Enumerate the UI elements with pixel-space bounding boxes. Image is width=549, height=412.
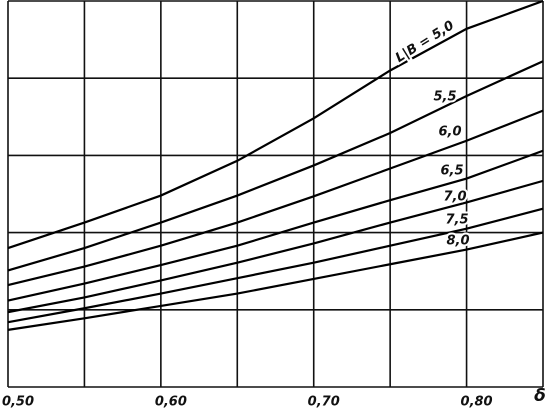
x-tick-label: 0,50	[2, 395, 34, 410]
curve	[7, 60, 544, 272]
curve	[7, 149, 544, 302]
curve-label: 7,0	[443, 190, 466, 205]
curve-label: 6,0	[438, 125, 461, 140]
curve-label: L|B = 5,0	[393, 18, 457, 66]
curve-label: 5,5	[433, 90, 456, 105]
x-tick-label: 0,80	[461, 395, 493, 410]
curve-label: 7,5	[445, 213, 468, 228]
curve	[7, 207, 544, 324]
curve	[7, 231, 544, 331]
curve	[7, 0, 544, 250]
x-tick-label: 0,70	[308, 395, 340, 410]
curve	[7, 109, 544, 287]
curve-label: 6,5	[440, 164, 463, 179]
x-tick-label: 0,60	[155, 395, 187, 410]
curve	[7, 179, 544, 314]
curve-label: 8,0	[446, 234, 469, 249]
x-axis-label: δ	[534, 386, 546, 406]
